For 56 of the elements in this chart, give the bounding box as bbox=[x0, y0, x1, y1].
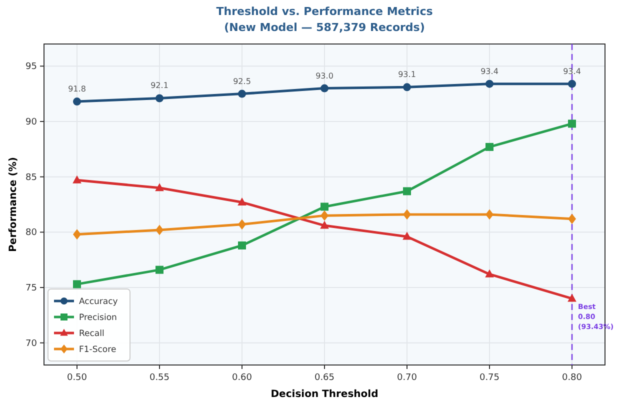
legend-label: F1-Score bbox=[79, 345, 116, 355]
point bbox=[320, 202, 328, 211]
point bbox=[568, 80, 576, 88]
point bbox=[156, 94, 164, 102]
x-tick-label: 0.65 bbox=[314, 373, 335, 383]
data-label: 93.0 bbox=[316, 71, 334, 80]
x-tick-label: 0.70 bbox=[396, 373, 418, 383]
point bbox=[568, 214, 576, 224]
point bbox=[568, 294, 576, 302]
point bbox=[403, 187, 411, 196]
point bbox=[155, 183, 164, 192]
data-label: 92.5 bbox=[233, 76, 251, 86]
y-tick-label: 90 bbox=[26, 117, 38, 128]
x-tick-label: 0.50 bbox=[66, 373, 88, 383]
point bbox=[72, 175, 82, 184]
point bbox=[238, 219, 246, 230]
legend-label: Recall bbox=[79, 329, 104, 339]
legend-label: Accuracy bbox=[79, 297, 118, 307]
y-tick-label: 95 bbox=[26, 62, 37, 72]
x-tick-label: 0.55 bbox=[149, 373, 170, 383]
data-label: 93.4 bbox=[563, 66, 581, 76]
point bbox=[402, 232, 412, 240]
data-label: 91.8 bbox=[68, 84, 86, 94]
point bbox=[485, 269, 494, 278]
legend-label: Precision bbox=[79, 313, 117, 323]
point bbox=[486, 142, 494, 151]
chart-subtitle: (New Model — 587,379 Records) bbox=[224, 21, 425, 34]
y-tick-label: 70 bbox=[26, 338, 38, 349]
point bbox=[568, 120, 576, 128]
point bbox=[486, 209, 494, 220]
y-axis-title: Performance (%) bbox=[8, 157, 19, 252]
chart-title: Threshold vs. Performance Metrics bbox=[216, 5, 434, 18]
x-tick-label: 0.80 bbox=[562, 373, 582, 383]
x-tick-label: 0.75 bbox=[479, 373, 500, 383]
point bbox=[238, 197, 246, 206]
y-tick-label: 75 bbox=[26, 284, 37, 294]
point bbox=[73, 280, 81, 288]
y-tick-label: 85 bbox=[26, 172, 37, 183]
data-label: 93.4 bbox=[480, 66, 498, 76]
point bbox=[320, 220, 329, 229]
point bbox=[73, 98, 81, 106]
x-axis-title: Decision Threshold bbox=[270, 389, 378, 400]
point bbox=[403, 209, 411, 220]
point bbox=[73, 229, 81, 240]
point bbox=[156, 224, 164, 236]
point bbox=[320, 84, 328, 92]
point bbox=[403, 83, 411, 92]
point bbox=[156, 266, 164, 274]
point bbox=[486, 80, 494, 88]
data-label: 92.1 bbox=[150, 81, 168, 90]
y-tick-label: 80 bbox=[26, 228, 38, 238]
x-tick-label: 0.60 bbox=[232, 373, 252, 383]
point bbox=[320, 210, 328, 221]
point bbox=[238, 90, 246, 98]
data-label: 93.1 bbox=[398, 70, 416, 80]
point bbox=[238, 241, 246, 250]
